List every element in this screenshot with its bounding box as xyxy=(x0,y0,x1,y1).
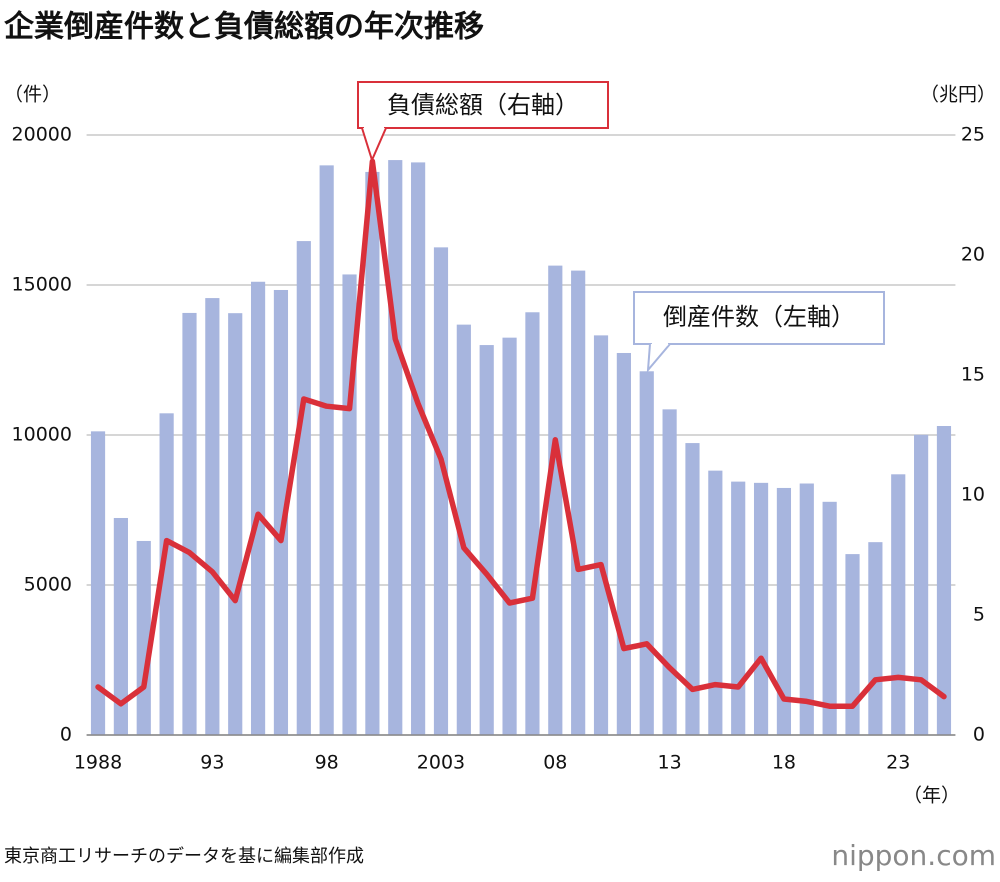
bar xyxy=(616,352,631,735)
y-tick-label: 0 xyxy=(60,724,72,746)
x-tick-label: 18 xyxy=(772,752,796,774)
bar xyxy=(776,487,792,735)
x-tick-label: 1988 xyxy=(74,752,122,774)
y2-tick-label: 15 xyxy=(961,364,985,386)
y2-axis-label: （兆円） xyxy=(920,84,996,106)
bar xyxy=(319,165,334,736)
bar xyxy=(639,371,654,735)
bar xyxy=(799,483,814,735)
bar xyxy=(90,431,106,735)
y2-tick-label: 0 xyxy=(973,724,985,746)
bar xyxy=(159,413,174,735)
bar xyxy=(891,474,906,735)
bar xyxy=(845,554,860,735)
line xyxy=(95,158,947,709)
bar xyxy=(822,501,837,735)
y-tick-label: 10000 xyxy=(12,424,72,446)
bar xyxy=(296,241,311,735)
x-tick-label: 08 xyxy=(543,752,567,774)
bar xyxy=(914,434,929,735)
bar xyxy=(662,409,677,735)
y2-tick-label: 25 xyxy=(961,124,985,146)
callout-pointer xyxy=(646,343,671,374)
bar xyxy=(388,160,403,735)
bar xyxy=(525,312,540,735)
bar xyxy=(250,281,266,735)
x-tick-label: 23 xyxy=(886,752,910,774)
y2-tick-label: 5 xyxy=(973,604,985,626)
bar xyxy=(182,312,197,735)
x-tick-label: 13 xyxy=(658,752,682,774)
plot-area: 0 5000 10000 15000 20000 0 5 10 15 20 25 1988 93 98 20… xyxy=(12,124,985,774)
bar xyxy=(868,542,883,735)
y-tick-label: 15000 xyxy=(12,274,72,296)
callout-text: 負債総額（右軸） xyxy=(387,91,579,119)
bar xyxy=(685,443,700,735)
callout-line: 負債総額（右軸） xyxy=(357,81,609,163)
callout-pointer xyxy=(361,127,387,163)
bar xyxy=(731,481,746,735)
source: 東京商工リサーチのデータを基に編集部作成 xyxy=(4,846,364,867)
bar xyxy=(411,162,426,735)
y2-tick-label: 20 xyxy=(961,244,985,266)
bar xyxy=(433,247,449,735)
bar xyxy=(708,470,723,735)
bar xyxy=(479,345,494,735)
bar xyxy=(456,324,471,735)
y-tick-label: 20000 xyxy=(12,124,72,146)
callout-bar: 倒産件数（左軸） xyxy=(633,291,885,374)
y-axis-label: （件） xyxy=(4,84,61,106)
callout-box xyxy=(357,81,609,129)
x-axis-label: （年） xyxy=(903,785,960,807)
y-tick-label: 5000 xyxy=(24,574,72,596)
bar xyxy=(205,298,220,735)
y2-tick-label: 10 xyxy=(961,484,985,506)
bar xyxy=(365,171,380,735)
chart-title: 企業倒産件数と負債総額の年次推移 xyxy=(4,10,484,45)
bar xyxy=(502,337,517,735)
logo: nippon.com xyxy=(831,839,996,872)
bar xyxy=(113,517,128,735)
x-tick-label: 2003 xyxy=(417,752,465,774)
x-tick-label: 93 xyxy=(200,752,224,774)
bar xyxy=(936,426,952,735)
bar xyxy=(571,270,586,735)
bar xyxy=(593,335,609,735)
callout-text: 倒産件数（左軸） xyxy=(663,303,855,331)
bar xyxy=(548,265,563,735)
x-tick-label: 98 xyxy=(315,752,339,774)
bar xyxy=(753,482,769,735)
bar xyxy=(228,313,243,735)
bar xyxy=(273,289,289,735)
callout-box xyxy=(633,291,885,345)
